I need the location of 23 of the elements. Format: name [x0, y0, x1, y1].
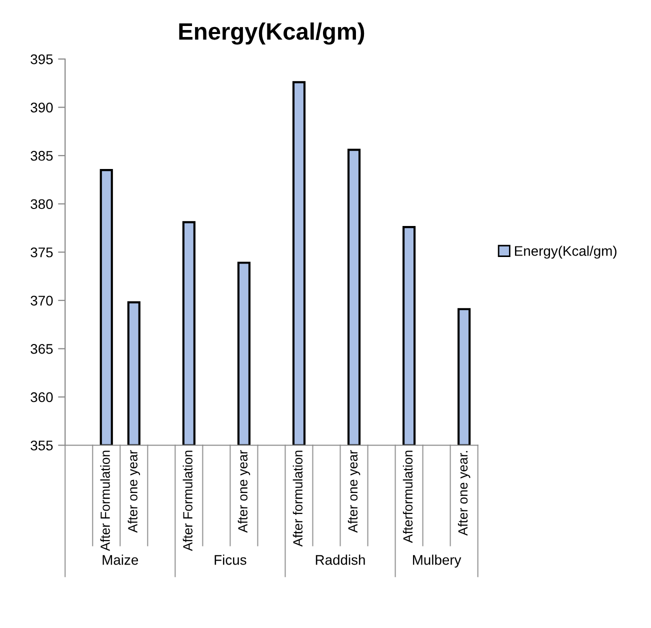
text: Mulbery	[413, 554, 462, 568]
x-tick-label: After Formulation	[182, 450, 192, 552]
x-tick-label: After one year	[238, 450, 250, 533]
text: Maize	[102, 554, 138, 565]
text: Raddish	[316, 554, 365, 565]
x-tick-label: After one year	[128, 450, 140, 533]
y-tick-label: 385	[30, 150, 53, 161]
y-tick-label: 355	[30, 440, 53, 450]
x-tick-label: After one year	[348, 450, 360, 533]
chart-title: Energy(Kcal/gm)	[179, 22, 364, 45]
x-tick-label: Afterformulation	[402, 450, 413, 543]
y-tick-label: 370	[30, 296, 53, 306]
y-tick-label: 375	[30, 247, 53, 258]
y-tick-label: 365	[30, 344, 53, 354]
x-tick-label: After one year.	[458, 451, 470, 536]
legend-label: Energy(Kcal/gm)	[515, 246, 616, 259]
y-tick-label: 390	[30, 102, 53, 112]
y-tick-label: 395	[30, 54, 53, 64]
x-tick-label: After formulation	[292, 450, 303, 547]
y-tick-label: 380	[30, 199, 53, 210]
text: Ficus	[214, 554, 246, 565]
x-tick-label: After Formulation	[100, 450, 110, 552]
y-tick-label: 360	[30, 392, 53, 402]
